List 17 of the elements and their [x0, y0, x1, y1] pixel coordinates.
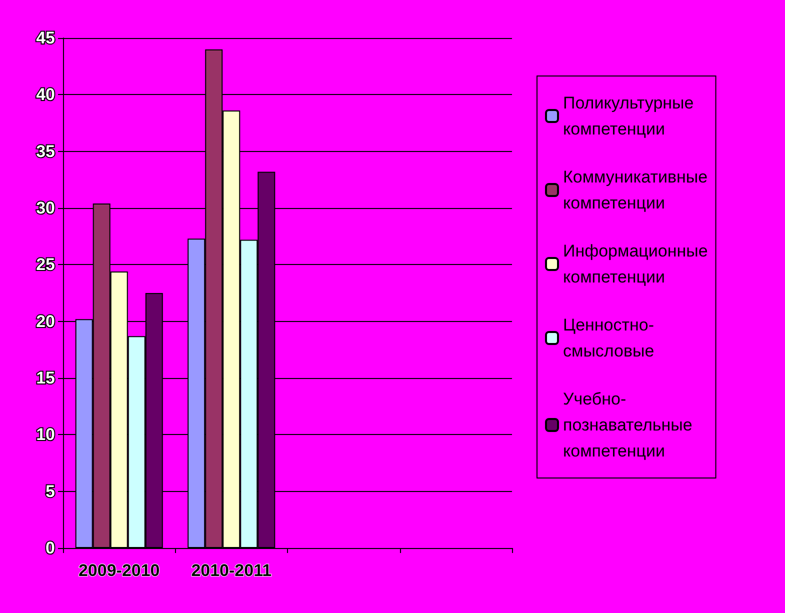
y-tick-label: 0: [46, 538, 55, 558]
legend-label: Информационные компетенции: [563, 242, 708, 286]
y-tick-label: 40: [36, 85, 55, 104]
y-tick-label: 10: [36, 425, 55, 444]
y-tick-label: 20: [36, 312, 55, 331]
x-tick-label: 2009-2010: [78, 561, 160, 580]
y-tick-label: 30: [36, 198, 55, 218]
legend-label: Ценностно-смысловые: [563, 316, 654, 360]
legend-label: Учебно-познавательные компетенции: [563, 390, 692, 460]
y-tick-label: 5: [46, 482, 55, 501]
x-tick-label: 2010-2011: [191, 561, 272, 580]
y-tick-label: 45: [36, 28, 55, 48]
y-tick-label: 35: [36, 142, 55, 161]
legend-label: Коммуникативные компетенции: [563, 168, 708, 212]
y-tick-label: 25: [36, 255, 55, 274]
legend-label: Поликультурные компетенции: [563, 94, 694, 138]
y-tick-label: 15: [36, 368, 55, 388]
